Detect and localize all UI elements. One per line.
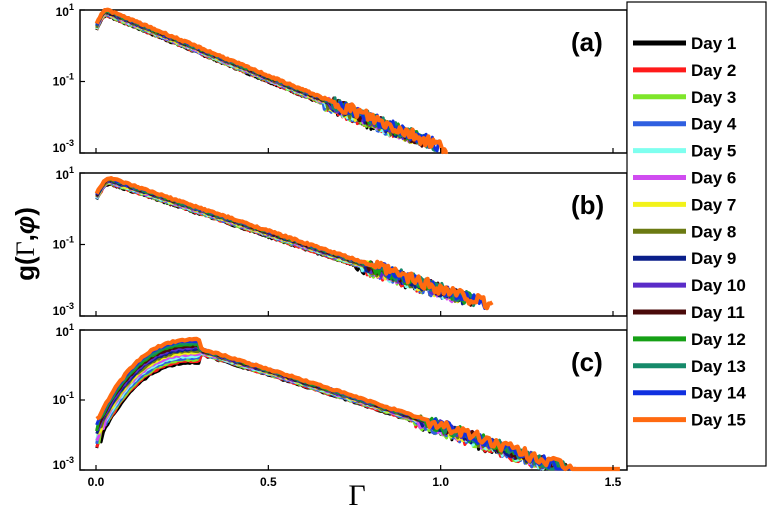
y-tick-label: 10-1 — [53, 235, 74, 252]
y-tick-label: 10-1 — [53, 390, 74, 407]
y-tick-label: 10-3 — [53, 301, 74, 318]
x-tick-label: 1.0 — [432, 475, 449, 489]
panel-c: (c) — [79, 329, 628, 472]
x-axis-title: Γ — [348, 479, 365, 510]
y-axis-title-prefix: g( — [10, 256, 40, 281]
panel-a-label: (a) — [571, 27, 603, 57]
x-tick-labels: 0.0 0.5 1.0 1.5 — [88, 148, 622, 489]
y-tick-label: 101 — [56, 2, 74, 19]
legend-label: Day 4 — [691, 115, 737, 134]
legend-label: Day 13 — [691, 357, 746, 376]
svg-text:g(Γ,φ): g(Γ,φ) — [10, 207, 40, 281]
panel-b-label: (b) — [571, 190, 604, 220]
y-axis-title: g(Γ,φ) — [10, 207, 40, 281]
panel-a: (a) — [79, 7, 628, 155]
panel-a-curves — [94, 7, 449, 155]
legend-label: Day 11 — [691, 303, 745, 322]
legend-label: Day 14 — [691, 384, 746, 403]
panel-c-label: (c) — [571, 347, 603, 377]
y-tick-labels: 101 10-1 10-3 101 10-1 10-3 101 10-1 10-3 — [53, 2, 85, 472]
y-axis-title-phi: φ — [10, 216, 40, 234]
legend-label: Day 2 — [691, 61, 736, 80]
y-axis-title-sep: , — [10, 234, 40, 241]
legend-items: Day 1 Day 2 Day 3 Day 4 Day 5 Day 6 Day 7 Day 8… — [633, 34, 746, 430]
legend-label: Day 6 — [691, 169, 736, 188]
y-tick-label: 101 — [56, 322, 74, 339]
legend-label: Day 10 — [691, 276, 746, 295]
x-tick-label: 1.5 — [605, 475, 622, 489]
legend-label: Day 7 — [691, 195, 736, 214]
x-tick-label: 0.0 — [88, 475, 105, 489]
y-axis-title-suffix: ) — [10, 207, 40, 216]
panel-c-curves — [95, 336, 620, 472]
legend-box — [626, 1, 767, 467]
legend-label: Day 8 — [691, 222, 736, 241]
panel-b: (b) — [79, 172, 628, 317]
series-line-day-15-panel-3 — [95, 336, 620, 472]
legend-label: Day 3 — [691, 88, 736, 107]
y-axis-title-gamma: Γ — [11, 241, 40, 256]
y-tick-label: 10-3 — [53, 455, 74, 472]
series-line-day-15-panel-1 — [94, 7, 449, 155]
series-line-day-15-panel-2 — [94, 176, 494, 311]
legend-label: Day 5 — [691, 142, 736, 161]
panel-b-curves — [94, 176, 494, 311]
legend-label: Day 15 — [691, 411, 746, 430]
y-tick-label: 101 — [56, 165, 74, 182]
y-tick-label: 10-1 — [53, 72, 74, 89]
legend-label: Day 12 — [691, 330, 746, 349]
legend-label: Day 1 — [691, 34, 736, 53]
y-tick-label: 10-3 — [53, 138, 74, 155]
legend-label: Day 9 — [691, 249, 736, 268]
legend: Day 1 Day 2 Day 3 Day 4 Day 5 Day 6 Day 7 Day 8… — [626, 1, 767, 467]
x-tick-label: 0.5 — [260, 475, 277, 489]
